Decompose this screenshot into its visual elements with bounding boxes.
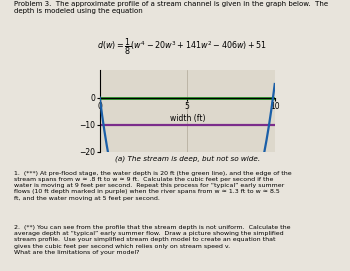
Text: Problem 3.  The approximate profile of a stream channel is given in the graph be: Problem 3. The approximate profile of a … (14, 1, 328, 14)
Text: 2.  (**) You can see from the profile that the stream depth is not uniform.  Cal: 2. (**) You can see from the profile tha… (14, 225, 290, 255)
Text: 1.  (***) At pre-flood stage, the water depth is 20 ft (the green line), and the: 1. (***) At pre-flood stage, the water d… (14, 171, 292, 201)
Text: (a) The stream is deep, but not so wide.: (a) The stream is deep, but not so wide. (115, 156, 260, 162)
X-axis label: width (ft): width (ft) (169, 114, 205, 122)
Text: $d(w) = \dfrac{1}{8}(w^4 - 20w^3 + 141w^2 - 406w) + 51$: $d(w) = \dfrac{1}{8}(w^4 - 20w^3 + 141w^… (97, 37, 267, 57)
